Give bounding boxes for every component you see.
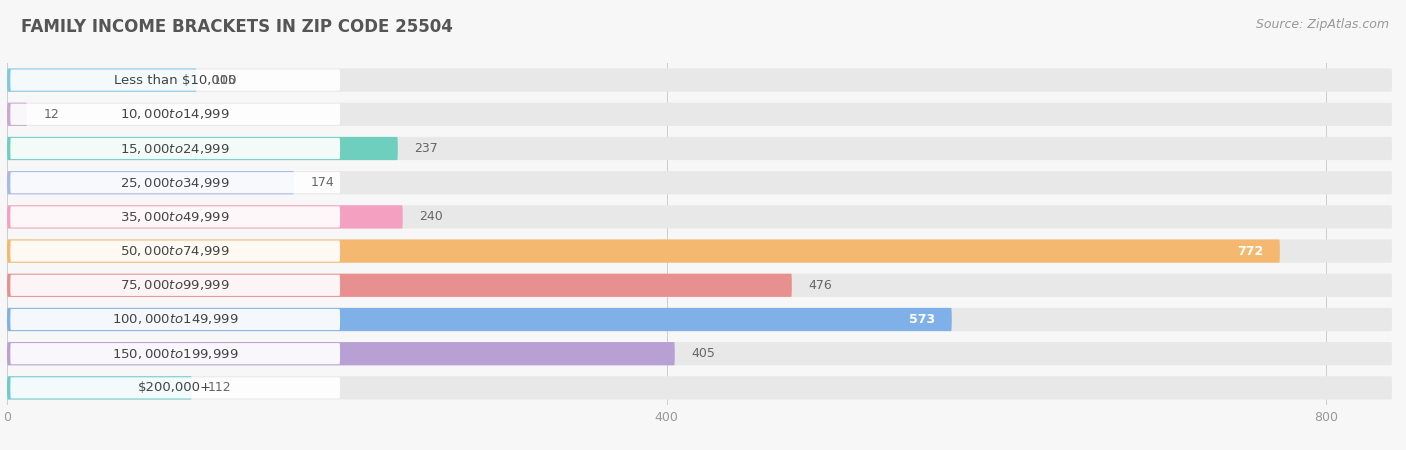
FancyBboxPatch shape (7, 171, 294, 194)
Text: $200,000+: $200,000+ (138, 382, 212, 394)
Text: 115: 115 (214, 74, 236, 86)
FancyBboxPatch shape (7, 274, 1392, 297)
Text: $15,000 to $24,999: $15,000 to $24,999 (121, 141, 231, 156)
FancyBboxPatch shape (7, 205, 402, 229)
Text: $50,000 to $74,999: $50,000 to $74,999 (121, 244, 231, 258)
FancyBboxPatch shape (10, 69, 340, 91)
FancyBboxPatch shape (7, 239, 1279, 263)
FancyBboxPatch shape (7, 103, 27, 126)
FancyBboxPatch shape (10, 343, 340, 364)
Text: 772: 772 (1237, 245, 1264, 257)
Text: 240: 240 (419, 211, 443, 223)
Text: $35,000 to $49,999: $35,000 to $49,999 (121, 210, 231, 224)
FancyBboxPatch shape (7, 205, 1392, 229)
FancyBboxPatch shape (10, 309, 340, 330)
FancyBboxPatch shape (10, 240, 340, 262)
FancyBboxPatch shape (7, 137, 398, 160)
Text: 237: 237 (415, 142, 439, 155)
Text: 405: 405 (692, 347, 716, 360)
FancyBboxPatch shape (7, 137, 1392, 160)
FancyBboxPatch shape (7, 308, 952, 331)
Text: Source: ZipAtlas.com: Source: ZipAtlas.com (1256, 18, 1389, 31)
FancyBboxPatch shape (10, 104, 340, 125)
FancyBboxPatch shape (7, 274, 792, 297)
FancyBboxPatch shape (7, 68, 197, 92)
FancyBboxPatch shape (7, 103, 1392, 126)
Text: $25,000 to $34,999: $25,000 to $34,999 (121, 176, 231, 190)
FancyBboxPatch shape (7, 376, 191, 400)
Text: $150,000 to $199,999: $150,000 to $199,999 (112, 346, 239, 361)
FancyBboxPatch shape (7, 342, 1392, 365)
FancyBboxPatch shape (7, 376, 1392, 400)
FancyBboxPatch shape (10, 172, 340, 194)
FancyBboxPatch shape (7, 171, 1392, 194)
FancyBboxPatch shape (10, 206, 340, 228)
FancyBboxPatch shape (7, 68, 1392, 92)
FancyBboxPatch shape (10, 274, 340, 296)
Text: $10,000 to $14,999: $10,000 to $14,999 (121, 107, 231, 122)
Text: 174: 174 (311, 176, 335, 189)
Text: 573: 573 (910, 313, 935, 326)
FancyBboxPatch shape (7, 342, 675, 365)
Text: $100,000 to $149,999: $100,000 to $149,999 (112, 312, 239, 327)
FancyBboxPatch shape (7, 239, 1392, 263)
Text: 112: 112 (208, 382, 232, 394)
Text: $75,000 to $99,999: $75,000 to $99,999 (121, 278, 231, 293)
Text: 476: 476 (808, 279, 832, 292)
FancyBboxPatch shape (10, 138, 340, 159)
FancyBboxPatch shape (10, 377, 340, 399)
Text: FAMILY INCOME BRACKETS IN ZIP CODE 25504: FAMILY INCOME BRACKETS IN ZIP CODE 25504 (21, 18, 453, 36)
Text: 12: 12 (44, 108, 59, 121)
FancyBboxPatch shape (7, 308, 1392, 331)
Text: Less than $10,000: Less than $10,000 (114, 74, 236, 86)
